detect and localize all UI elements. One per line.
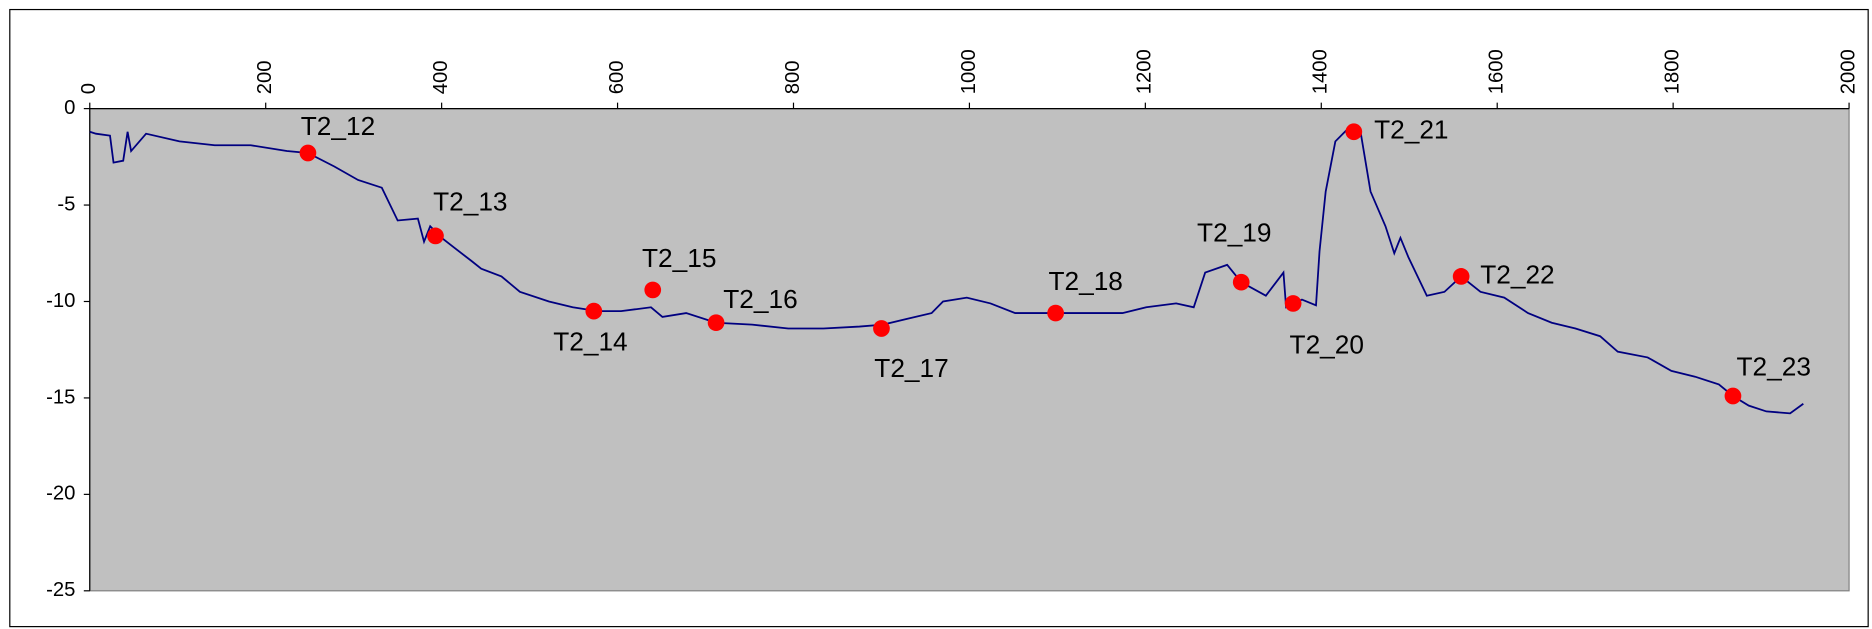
marker xyxy=(1284,295,1302,312)
point-label: T2_13 xyxy=(433,187,507,217)
x-tick-label: 200 xyxy=(254,60,276,94)
marker xyxy=(1452,268,1470,285)
marker xyxy=(1345,123,1363,141)
point-label: T2_22 xyxy=(1480,259,1554,289)
x-tick-label: 2000 xyxy=(1837,49,1859,94)
y-tick-label: -10 xyxy=(46,290,75,312)
point-label: T2_23 xyxy=(1737,351,1811,381)
x-tick-label: 1600 xyxy=(1486,49,1508,94)
y-tick-label: -5 xyxy=(57,193,75,215)
point-label: T2_19 xyxy=(1197,217,1271,247)
y-tick-label: -25 xyxy=(46,579,75,601)
marker xyxy=(1232,273,1250,291)
x-tick-label: 0 xyxy=(78,83,100,94)
marker xyxy=(1047,304,1064,322)
marker xyxy=(299,144,317,162)
marker xyxy=(644,281,662,299)
profile-line xyxy=(89,128,1804,415)
point-label: T2_14 xyxy=(553,326,627,356)
marker xyxy=(427,227,444,245)
point-label: T2_12 xyxy=(301,111,375,141)
x-tick-label: 600 xyxy=(606,60,628,94)
marker xyxy=(585,302,603,320)
x-tick-label: 400 xyxy=(430,60,452,94)
marker xyxy=(707,314,725,332)
plot-area xyxy=(89,108,1850,592)
x-tick-label: 1800 xyxy=(1661,49,1683,94)
y-tick-label: 0 xyxy=(64,97,75,119)
x-tick-label: 800 xyxy=(782,60,804,94)
point-label: T2_15 xyxy=(642,243,716,273)
point-label: T2_17 xyxy=(874,353,948,383)
x-tick-label: 1000 xyxy=(958,49,980,94)
point-label: T2_18 xyxy=(1048,266,1122,296)
x-tick-label: 1200 xyxy=(1134,49,1156,94)
point-label: T2_16 xyxy=(723,284,797,314)
plot-background xyxy=(89,108,1850,592)
x-tick-label: 1400 xyxy=(1310,49,1332,94)
point-label: T2_20 xyxy=(1290,329,1364,359)
y-tick-label: -20 xyxy=(46,483,75,505)
point-label: T2_21 xyxy=(1374,115,1448,145)
marker xyxy=(1724,387,1742,405)
marker xyxy=(873,320,890,337)
y-tick-label: -15 xyxy=(46,386,75,408)
